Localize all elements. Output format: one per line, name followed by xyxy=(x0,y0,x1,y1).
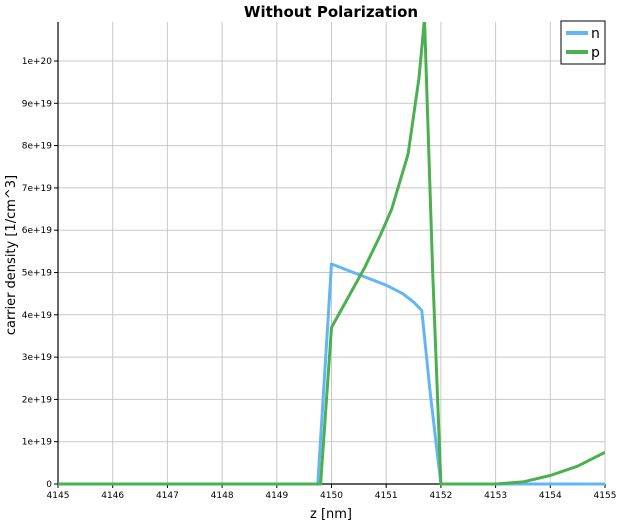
y-tick-label: 4e+19 xyxy=(22,311,53,321)
grid-lines xyxy=(58,22,606,484)
x-axis-label: z [nm] xyxy=(310,507,352,522)
x-tick-label: 4153 xyxy=(484,491,507,501)
x-tick-label: 4152 xyxy=(429,491,452,501)
y-axis-label: carrier density [1/cm^3] xyxy=(4,175,19,335)
x-tick-label: 4150 xyxy=(320,491,343,501)
data-series xyxy=(58,22,605,486)
y-tick-label: 9e+19 xyxy=(22,99,53,109)
y-tick-label: 1e+20 xyxy=(22,57,53,67)
legend: np xyxy=(560,20,606,65)
legend-box xyxy=(560,20,606,65)
legend-label-p: p xyxy=(591,45,600,61)
series-line-p xyxy=(58,22,605,486)
y-tick-label: 6e+19 xyxy=(22,226,53,236)
x-tick-label: 4151 xyxy=(375,491,398,501)
y-tick-label: 2e+19 xyxy=(22,395,53,405)
y-tick-label: 7e+19 xyxy=(22,184,53,194)
x-tick-label: 4146 xyxy=(101,491,124,501)
x-tick-label: 4147 xyxy=(156,491,179,501)
y-tick-label: 5e+19 xyxy=(22,269,53,279)
legend-label-n: n xyxy=(591,26,600,42)
x-tick-label: 4145 xyxy=(47,491,70,501)
chart-title: Without Polarization xyxy=(244,3,418,21)
x-tick-label: 4155 xyxy=(594,491,617,501)
x-tick-label: 4148 xyxy=(211,491,234,501)
y-tick-label: 0 xyxy=(46,480,52,490)
x-tick-label: 4149 xyxy=(265,491,288,501)
x-tick-label: 4154 xyxy=(539,491,562,501)
y-tick-label: 8e+19 xyxy=(22,142,53,152)
y-tick-label: 3e+19 xyxy=(22,353,53,363)
y-tick-label: 1e+19 xyxy=(22,438,53,448)
axes: 4145 4146 4147 4148 4149 4150 4151 4152 4153 4154… xyxy=(22,22,617,501)
